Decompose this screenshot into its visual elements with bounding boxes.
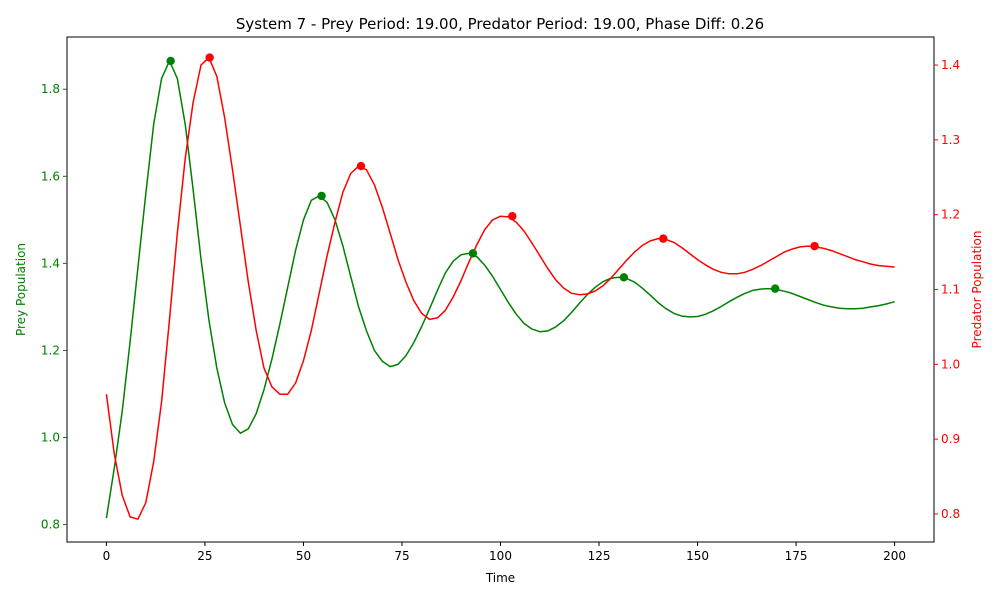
predator-peak-marker bbox=[659, 234, 668, 243]
left-y-axis-title: Prey Population bbox=[14, 243, 28, 336]
x-tick-label: 100 bbox=[489, 549, 512, 563]
x-tick-label: 200 bbox=[883, 549, 906, 563]
left-y-tick-label: 1.2 bbox=[41, 343, 60, 357]
x-tick-label: 25 bbox=[197, 549, 212, 563]
x-tick-label: 175 bbox=[785, 549, 808, 563]
prey-peak-marker bbox=[619, 273, 629, 282]
predator-peak-marker bbox=[205, 53, 214, 62]
prey-peak-marker bbox=[166, 56, 175, 66]
x-axis-title: Time bbox=[485, 571, 515, 585]
predator-population-line bbox=[105, 56, 895, 520]
prey-peak-marker bbox=[770, 284, 780, 293]
chart-title: System 7 - Prey Period: 19.00, Predator … bbox=[236, 15, 764, 33]
predator-peak-marker bbox=[508, 211, 517, 221]
right-y-tick-label: 0.8 bbox=[941, 507, 960, 521]
axis-ticks: 0 25 50 75 100 125 150 175 200 0.8 1.0 1.2 1.4 1.6 1.8… bbox=[41, 58, 960, 563]
prey-population-line bbox=[105, 60, 895, 519]
right-y-tick-label: 1.2 bbox=[941, 208, 960, 222]
prey-peak-marker bbox=[317, 191, 326, 201]
left-y-tick-label: 1.0 bbox=[41, 431, 60, 445]
left-y-tick-label: 1.6 bbox=[41, 169, 60, 183]
right-y-axis-title: Predator Population bbox=[970, 231, 984, 349]
predator-peak-marker bbox=[810, 241, 819, 251]
predator-peak-marker bbox=[356, 161, 366, 171]
x-tick-label: 50 bbox=[296, 549, 311, 563]
left-y-tick-label: 1.8 bbox=[41, 82, 60, 96]
plot-marks bbox=[105, 53, 895, 520]
right-y-tick-label: 0.9 bbox=[941, 432, 960, 446]
x-tick-label: 125 bbox=[588, 549, 611, 563]
right-y-tick-label: 1.4 bbox=[941, 58, 960, 72]
right-y-tick-label: 1.1 bbox=[941, 283, 960, 297]
right-y-tick-label: 1.0 bbox=[941, 357, 960, 371]
x-tick-label: 0 bbox=[103, 549, 111, 563]
prey-peak-marker bbox=[468, 249, 478, 258]
left-y-tick-label: 0.8 bbox=[41, 518, 60, 532]
right-y-tick-label: 1.3 bbox=[941, 133, 960, 147]
x-tick-label: 75 bbox=[394, 549, 409, 563]
x-tick-label: 150 bbox=[686, 549, 709, 563]
left-y-tick-label: 1.4 bbox=[41, 256, 60, 270]
